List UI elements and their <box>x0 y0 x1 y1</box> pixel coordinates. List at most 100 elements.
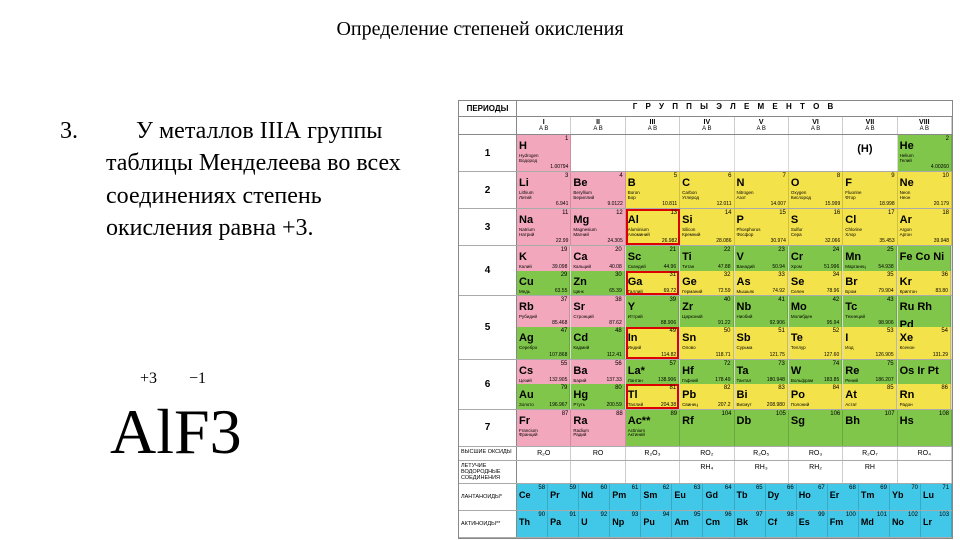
element-Fe Co Ni: Fe Co Ni <box>898 246 951 271</box>
blank-cell <box>789 135 843 171</box>
oxid-value-2: −1 <box>189 370 206 387</box>
element-Y: Y39 Иттрий88.906 <box>626 296 679 327</box>
element-C: C6 CarbonУглерод 12.011 <box>680 172 734 208</box>
element-Gd: Gd64 <box>703 484 734 510</box>
oxide-cell: R₂O <box>517 447 571 460</box>
element-Ac**: Ac**89 ActiniumАктиний <box>626 410 680 446</box>
element-W: W74 Вольфрам183.85 <box>789 360 842 385</box>
element-Pb: Pb82 Свинец207.2 <box>680 384 733 409</box>
group-col-VIII: VIIIA B <box>898 117 952 134</box>
element-B: B5 BoronБор 10.811 <box>626 172 680 208</box>
element-Os Ir Pt: Os Ir Pt <box>898 360 951 385</box>
element-Am: Am95 <box>672 511 703 537</box>
element-Bi: Bi83 Висмут208.980 <box>735 384 788 409</box>
element-Lu: Lu71 <box>921 484 952 510</box>
element-Sr: Sr38 Стронций87.62 <box>571 296 624 327</box>
element-Pa: Pa91 <box>548 511 579 537</box>
blank-cell <box>735 135 789 171</box>
element-Rn: Rn86 Радон <box>898 384 951 409</box>
element-U: U92 <box>579 511 610 537</box>
element-Pr: Pr59 <box>548 484 579 510</box>
element-Lr: Lr103 <box>921 511 952 537</box>
element-Br: Br35 Бром79.904 <box>843 271 896 296</box>
oxid-value-1: +3 <box>140 370 157 387</box>
element-Nd: Nd60 <box>579 484 610 510</box>
element-S: S16 SulfurСера 32.066 <box>789 209 843 245</box>
period-4: 4 <box>459 246 517 295</box>
main-paragraph: 3. У металлов IIIА группы таблицы Мендел… <box>60 115 430 245</box>
element-Hs: Hs108 <box>898 410 952 446</box>
element-Sn: Sn50 Олово118.71 <box>680 327 733 358</box>
oxide-cell: RO₄ <box>898 447 952 460</box>
hydride-cell <box>517 461 571 483</box>
hydride-cell <box>626 461 680 483</box>
element-Hf: Hf72 Гафний178.49 <box>680 360 733 385</box>
element-Sc: Sc21 Скандий44.96 <box>626 246 679 271</box>
hydride-cell: RH₄ <box>680 461 734 483</box>
blank-cell: (H) <box>843 135 897 171</box>
element-Ne: Ne10 NeonНеон 20.179 <box>898 172 952 208</box>
element-Cr: Cr24 Хром51.996 <box>789 246 842 271</box>
hydride-cell <box>571 461 625 483</box>
element-Na: Na11 NatriumНатрий 22.99 <box>517 209 571 245</box>
lanthanides-label: ЛАНТАНОИДЫ* <box>459 484 517 510</box>
period-3: 3 <box>459 209 517 245</box>
element-In: In49 Индий114.82 <box>626 327 679 358</box>
group-col-III: IIIA B <box>626 117 680 134</box>
element-Cd: Cd48 Кадмий112.41 <box>571 327 624 358</box>
oxide-cell: RO₃ <box>789 447 843 460</box>
element-Se: Se34 Селен78.96 <box>789 271 842 296</box>
element-As: As33 Мышьяк74.92 <box>735 271 788 296</box>
hydride-cell <box>898 461 952 483</box>
element-Ra: Ra88 RadiumРадий <box>571 410 625 446</box>
hydride-cell: RH <box>843 461 897 483</box>
element-Tl: Tl81 Таллий204.38 <box>626 384 679 409</box>
element-Mn: Mn25 Марганец54.938 <box>843 246 896 271</box>
element-Np: Np93 <box>610 511 641 537</box>
element-Rb: Rb37 Рубидий85.468 <box>517 296 570 327</box>
element-Pu: Pu94 <box>641 511 672 537</box>
element-Ti: Ti22 Титан47.88 <box>680 246 733 271</box>
element-Tc: Tc43 Технеций98.906 <box>843 296 896 327</box>
blank-cell <box>680 135 734 171</box>
element-Ta: Ta73 Тантал180.948 <box>735 360 788 385</box>
period-1: 1 <box>459 135 517 171</box>
element-Re: Re75 Рений186.207 <box>843 360 896 385</box>
element-Er: Er68 <box>828 484 859 510</box>
element-Ce: Ce58 <box>517 484 548 510</box>
element-Sm: Sm62 <box>641 484 672 510</box>
actinides-label: АКТИНОИДЫ** <box>459 511 517 537</box>
hydrides-label: ЛЕТУЧИЕ ВОДОРОДНЫЕ СОЕДИНЕНИЯ <box>459 461 517 483</box>
element-Sb: Sb51 Сурьма121.75 <box>735 327 788 358</box>
element-P: P15 PhosphorusФосфор 30.974 <box>735 209 789 245</box>
oxide-cell: RO <box>571 447 625 460</box>
oxide-cell: R₂O₃ <box>626 447 680 460</box>
element-F: F9 FluorineФтор 18.998 <box>843 172 897 208</box>
element-He: He2 HeliumГелий 4.00260 <box>898 135 952 171</box>
group-col-VI: VIA B <box>789 117 843 134</box>
element-H: H1 HydrogenВодород 1.00794 <box>517 135 571 171</box>
oxide-cell: R₂O₅ <box>735 447 789 460</box>
element-V: V23 Ванадий50.94 <box>735 246 788 271</box>
element-Al: Al13 AluminiumАлюминий 26.982 <box>626 209 680 245</box>
element-Cs: Cs55 Цезий132.905 <box>517 360 570 385</box>
page-title: Определение степеней окисления <box>0 18 960 41</box>
element-Be: Be4 BerylliumБериллий 9.0122 <box>571 172 625 208</box>
element-Mg: Mg12 MagnesiumМагний 24.305 <box>571 209 625 245</box>
group-col-II: IIA B <box>571 117 625 134</box>
element-Te: Te52 Теллур127.60 <box>789 327 842 358</box>
chemical-formula: AlF3 <box>110 395 242 469</box>
oxide-cell: RO₂ <box>680 447 734 460</box>
element-Zn: Zn30 Цинк65.39 <box>571 271 624 296</box>
group-col-I: IA B <box>517 117 571 134</box>
element-Eu: Eu63 <box>672 484 703 510</box>
paragraph-text: У металлов IIIА группы таблицы Менделеев… <box>106 115 426 245</box>
element-Zr: Zr40 Цирконий91.22 <box>680 296 733 327</box>
group-col-V: VA B <box>735 117 789 134</box>
element-Th: Th90 <box>517 511 548 537</box>
element-Md: Md101 <box>859 511 890 537</box>
element-Au: Au79 Золото196.967 <box>517 384 570 409</box>
element-O: O8 OxygenКислород 15.999 <box>789 172 843 208</box>
element-Rf: Rf104 <box>680 410 734 446</box>
group-col-VII: VIIA B <box>843 117 897 134</box>
